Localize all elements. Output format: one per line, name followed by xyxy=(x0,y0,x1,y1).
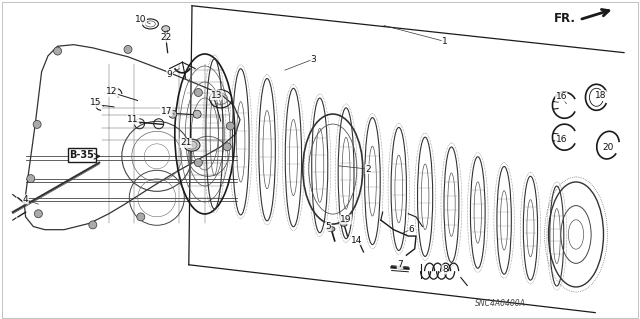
Text: 17: 17 xyxy=(161,107,172,115)
Text: 21: 21 xyxy=(180,138,191,147)
Text: 6: 6 xyxy=(409,225,414,234)
Circle shape xyxy=(89,221,97,229)
Circle shape xyxy=(27,174,35,183)
Ellipse shape xyxy=(184,139,200,151)
Circle shape xyxy=(35,210,42,218)
Circle shape xyxy=(223,143,231,151)
Text: 19: 19 xyxy=(340,215,351,224)
Text: 13: 13 xyxy=(211,91,222,100)
Circle shape xyxy=(169,110,177,118)
Circle shape xyxy=(54,47,61,55)
Text: 15: 15 xyxy=(90,98,102,107)
Text: 9: 9 xyxy=(167,70,172,79)
Ellipse shape xyxy=(340,222,347,226)
Circle shape xyxy=(137,213,145,221)
Text: SNC4A0400A: SNC4A0400A xyxy=(475,299,526,308)
Text: B-35: B-35 xyxy=(70,150,94,160)
Text: 7: 7 xyxy=(397,260,403,269)
Text: 12: 12 xyxy=(106,87,118,96)
Text: 22: 22 xyxy=(161,33,172,42)
Text: 18: 18 xyxy=(595,91,606,100)
Circle shape xyxy=(33,120,41,129)
Text: 3: 3 xyxy=(311,55,316,63)
Text: 5: 5 xyxy=(326,222,331,231)
Text: 8: 8 xyxy=(442,265,447,274)
Circle shape xyxy=(195,88,202,97)
Text: 2: 2 xyxy=(365,165,371,174)
Text: 16: 16 xyxy=(556,92,567,101)
Text: 16: 16 xyxy=(556,135,567,144)
Circle shape xyxy=(227,122,234,130)
Circle shape xyxy=(195,159,202,167)
Text: 10: 10 xyxy=(135,15,147,24)
Ellipse shape xyxy=(327,226,335,232)
Circle shape xyxy=(193,110,201,118)
Text: 1: 1 xyxy=(442,37,447,46)
Text: 14: 14 xyxy=(351,236,363,245)
Ellipse shape xyxy=(162,26,170,32)
Circle shape xyxy=(124,45,132,54)
Text: 11: 11 xyxy=(127,115,139,124)
Text: 4: 4 xyxy=(23,195,28,204)
Text: 20: 20 xyxy=(602,143,614,152)
Text: FR.: FR. xyxy=(554,12,576,25)
